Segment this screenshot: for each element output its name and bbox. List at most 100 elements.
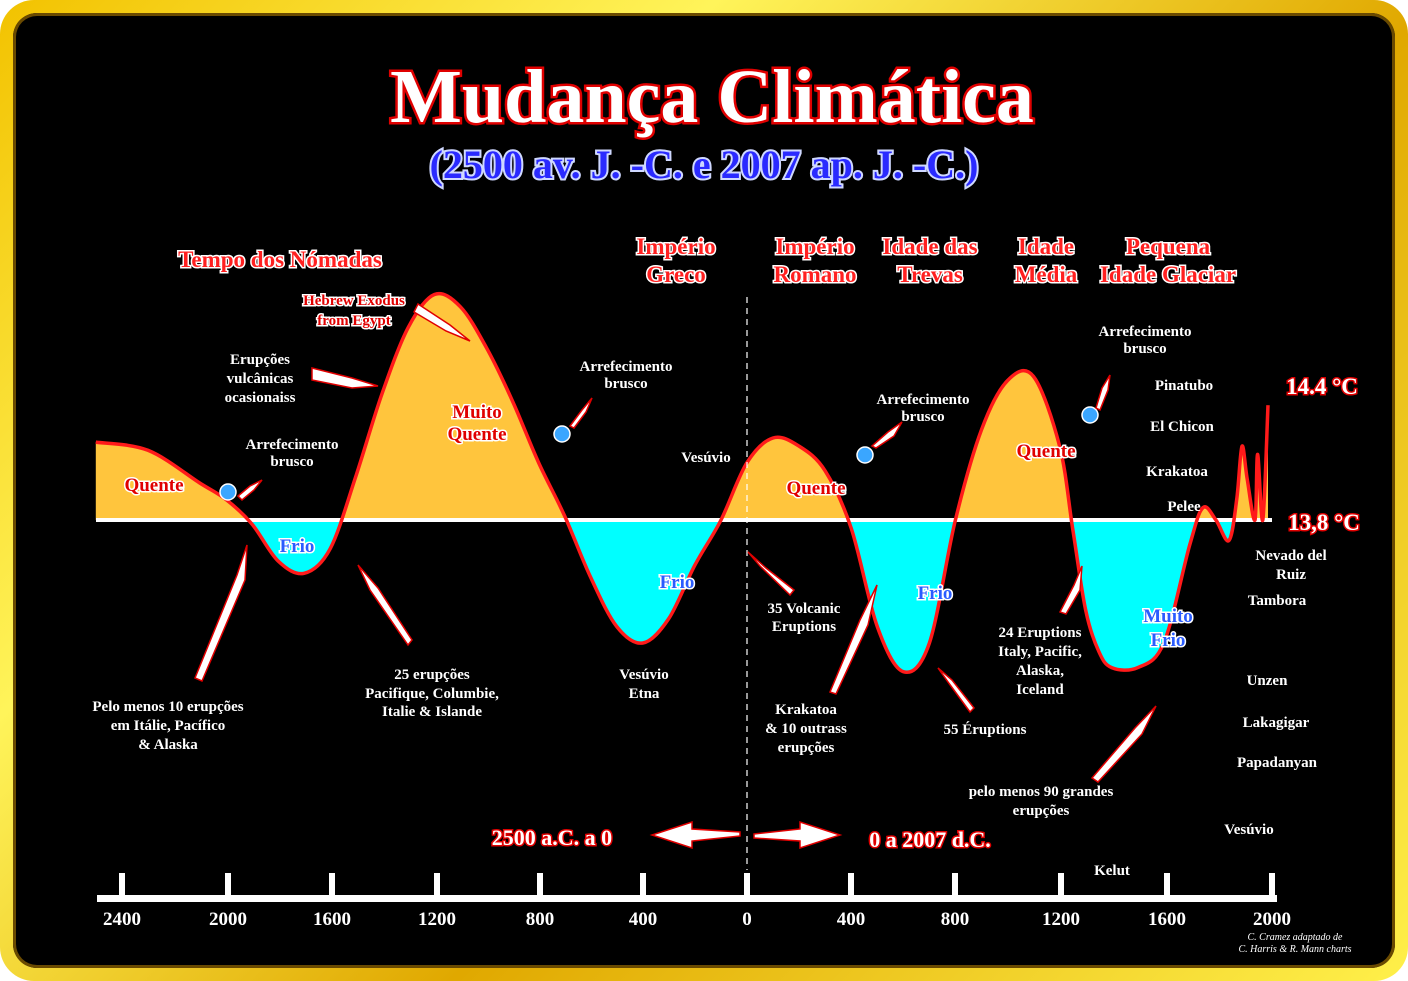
- cooling-2-line2: brusco: [604, 376, 647, 392]
- volcano-tambora: Tambora: [1248, 593, 1307, 609]
- axis-tick-11: [1269, 873, 1275, 897]
- axis-tick-4: [537, 873, 543, 897]
- region-frio-3: Frio: [918, 583, 953, 604]
- vesuvio-etna-line2: Etna: [629, 686, 660, 702]
- axis-tick-label-7: 400: [837, 909, 866, 930]
- volcano-nevado-line2: Ruiz: [1276, 567, 1306, 583]
- axis-tick-label-10: 1600: [1148, 909, 1186, 930]
- axis-tick-label-4: 800: [526, 909, 555, 930]
- range-label-ad: 0 a 2007 d.C.: [869, 827, 991, 852]
- krakatoa-label: Krakatoa & 10 outrass erupções: [765, 702, 847, 756]
- axis-tick-label-8: 800: [941, 909, 970, 930]
- vesuvio-etna-line1: Vesúvio: [619, 667, 668, 683]
- twenty-four-line4: Iceland: [1016, 682, 1064, 698]
- era-nomadas: Tempo dos Nómadas: [178, 247, 382, 272]
- axis-tick-2: [329, 873, 335, 897]
- era-media-line1: Idade: [1018, 234, 1074, 259]
- arrow-krakatoa: [828, 584, 878, 695]
- axis-tick-8: [952, 873, 958, 897]
- cooling-label-4: Arrefecimento brusco: [1098, 324, 1191, 357]
- ninety-line2: erupções: [1013, 803, 1070, 819]
- cooling-label-3: Arrefecimento brusco: [876, 392, 969, 425]
- axis-tick-6: [744, 873, 750, 897]
- era-romano-line1: Império: [775, 234, 854, 259]
- ninety-eruptions-label: pelo menos 90 grandes erupções: [969, 784, 1114, 819]
- arrow-35-eruptions: [747, 551, 796, 597]
- region-quente-3: Quente: [1016, 441, 1075, 462]
- vesuvio-label-1: Vesúvio: [681, 450, 730, 466]
- volcano-krakatoa: Krakatoa: [1146, 464, 1208, 480]
- volcano-lakagigar: Lakagigar: [1243, 715, 1310, 731]
- arrow-right-ad: [753, 820, 843, 850]
- region-labels: Quente Muito Quente Quente Quente Frio F…: [123, 401, 1194, 653]
- region-frio-1: Frio: [280, 536, 315, 557]
- annotation-arrows: [194, 302, 1157, 850]
- credit-line1: C. Cramez adaptado de: [1248, 932, 1344, 943]
- cooling-4-line2: brusco: [1123, 341, 1166, 357]
- twenty-four-eruptions-label: 24 Eruptions Italy, Pacific, Alaska, Ice…: [998, 625, 1082, 698]
- krakatoa-line3: erupções: [778, 740, 835, 756]
- arrow-cooling-4: [1095, 374, 1111, 412]
- region-muito-frio-line1: Muito: [1143, 606, 1193, 627]
- axis-tick-3: [434, 873, 440, 897]
- era-media-line2: Média: [1015, 262, 1078, 287]
- region-quente-2: Quente: [786, 478, 845, 499]
- cooling-marker-4: [1081, 406, 1099, 424]
- era-greco: Império Greco: [635, 233, 717, 289]
- twenty-five-line2: Pacifique, Columbie,: [365, 686, 499, 702]
- region-muito-quente-line2: Quente: [447, 424, 506, 445]
- volcano-list: Pinatubo El Chicon Krakatoa Pelee Nevado…: [1094, 378, 1327, 879]
- region-quente-1: Quente: [124, 475, 183, 496]
- arrow-24-eruptions: [1058, 565, 1083, 615]
- time-axis: 2400 2000 1600 1200 800 400 0 400 800 1200 1600 200…: [97, 873, 1291, 930]
- arrow-55-eruptions: [937, 667, 976, 714]
- arrow-occasional: [311, 367, 379, 389]
- warm-area: [95, 293, 1268, 520]
- krakatoa-line1: Krakatoa: [775, 702, 837, 718]
- occasional-line2: vulcânicas: [227, 371, 294, 387]
- occasional-eruptions-label: Erupções vulcânicas ocasionaiss: [225, 352, 296, 406]
- volcano-vesuvio: Vesúvio: [1224, 822, 1273, 838]
- era-media: Idade Média: [1013, 233, 1079, 289]
- arrow-cooling-2: [568, 397, 593, 429]
- axis-tick-10: [1164, 873, 1170, 897]
- axis-tick-label-1: 2000: [209, 909, 247, 930]
- arrow-left-bc: [649, 820, 741, 850]
- thirty-five-line2: Eruptions: [772, 619, 836, 635]
- axis-tick-label-5: 400: [629, 909, 658, 930]
- cooling-marker-3: [856, 446, 874, 464]
- vesuvio-etna-label: Vesúvio Etna: [619, 667, 668, 702]
- twenty-four-line3: Alaska,: [1016, 663, 1064, 679]
- arrow-hebrew-exodus: [413, 302, 471, 342]
- region-muito-quente-line1: Muito: [452, 402, 502, 423]
- cooling-2-line1: Arrefecimento: [579, 359, 672, 375]
- axis-tick-label-6: 0: [742, 909, 752, 930]
- hebrew-exodus-line1: Hebrew Exodus: [303, 293, 405, 309]
- annotations: Hebrew Exodus from Egypt Erupções vulcân…: [92, 292, 1191, 820]
- era-trevas-line2: Trevas: [897, 262, 963, 287]
- temp-label-13-8: 13,8 °C: [1288, 510, 1360, 535]
- era-greco-line2: Greco: [646, 262, 706, 287]
- cooling-3-line2: brusco: [901, 409, 944, 425]
- volcano-nevado-line1: Nevado del: [1255, 548, 1326, 564]
- krakatoa-line2: & 10 outrass: [765, 721, 847, 737]
- hebrew-exodus-line2: from Egypt: [317, 313, 390, 329]
- era-romano: Império Romano: [772, 233, 858, 289]
- axis-tick-label-0: 2400: [103, 909, 141, 930]
- region-frio-2: Frio: [660, 572, 695, 593]
- arrow-10-eruptions: [194, 544, 248, 682]
- axis-tick-label-2: 1600: [313, 909, 351, 930]
- thirty-five-line1: 35 Volcanic: [768, 601, 841, 617]
- ten-eruptions-line2: em Itálie, Pacífico: [111, 718, 226, 734]
- cooling-3-line1: Arrefecimento: [876, 392, 969, 408]
- volcano-kelut: Kelut: [1094, 863, 1130, 879]
- cooling-label-2: Arrefecimento brusco: [579, 359, 672, 392]
- era-trevas-line1: Idade das: [882, 234, 977, 259]
- chart-panel: [13, 13, 1395, 968]
- axis-tick-1: [225, 873, 231, 897]
- twenty-five-eruptions-label: 25 erupções Pacifique, Columbie, Italie …: [365, 667, 499, 720]
- ten-eruptions-line1: Pelo menos 10 erupções: [92, 699, 243, 715]
- twenty-four-line2: Italy, Pacific,: [998, 644, 1082, 660]
- arrow-25-eruptions: [357, 564, 413, 647]
- temperature-curve: [95, 291, 1270, 675]
